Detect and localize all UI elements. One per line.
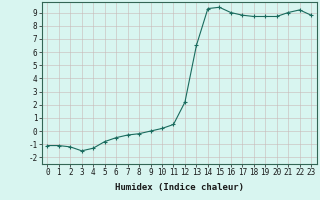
X-axis label: Humidex (Indice chaleur): Humidex (Indice chaleur) [115, 183, 244, 192]
